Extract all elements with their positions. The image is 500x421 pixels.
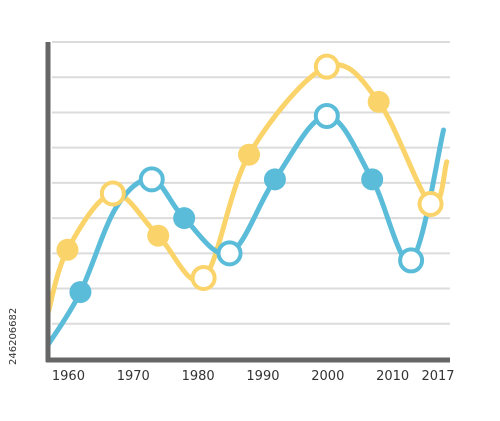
x-tick-labels: 1960 1970 1980 1990 2000 2010 2017 bbox=[52, 369, 455, 384]
x-tick-label-1970: 1970 bbox=[117, 369, 150, 384]
data-point-s2-3 bbox=[147, 224, 170, 247]
x-tick-label-2010: 2010 bbox=[376, 369, 409, 384]
data-point-s2-6 bbox=[313, 53, 340, 80]
data-point-s1-6 bbox=[263, 168, 286, 191]
marker-layer bbox=[56, 53, 444, 304]
x-tick-label-1960: 1960 bbox=[52, 369, 85, 384]
x-tick-label-1990: 1990 bbox=[246, 369, 279, 384]
data-point-s1-4 bbox=[173, 207, 196, 230]
x-tick-label-1980: 1980 bbox=[182, 369, 215, 384]
axes bbox=[45, 42, 450, 363]
x-tick-label-2000: 2000 bbox=[311, 369, 344, 384]
side-id-text: 246206682 bbox=[8, 308, 19, 365]
data-point-s2-2 bbox=[99, 180, 126, 207]
data-point-s1-3 bbox=[138, 166, 165, 193]
data-point-s2-7 bbox=[367, 90, 390, 113]
data-point-s2-5 bbox=[238, 143, 260, 166]
series-line-1 bbox=[45, 113, 447, 348]
data-point-s1-5 bbox=[216, 240, 243, 267]
data-point-s1-7 bbox=[313, 102, 340, 129]
series-layer bbox=[45, 62, 450, 348]
data-point-s1-9 bbox=[398, 247, 425, 274]
data-point-s1-8 bbox=[361, 168, 384, 191]
data-point-s2-1 bbox=[56, 238, 79, 261]
data-point-s2-4 bbox=[190, 264, 217, 291]
data-point-s2-8 bbox=[417, 191, 444, 218]
data-point-s1-1 bbox=[69, 281, 92, 304]
series-line-2 bbox=[45, 62, 450, 316]
x-tick-label-2017: 2017 bbox=[421, 369, 454, 384]
